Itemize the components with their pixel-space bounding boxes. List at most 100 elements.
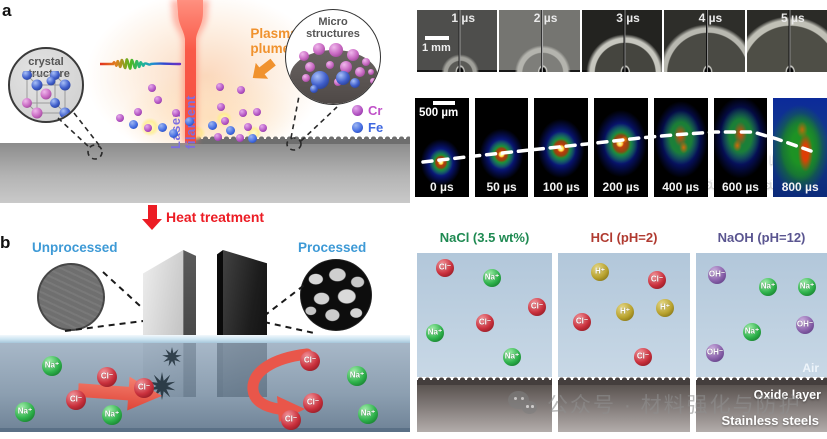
ion-label: H⁺	[595, 266, 605, 276]
heat-arrow-head-icon	[142, 219, 162, 230]
crystal-lattice-icon	[22, 71, 71, 119]
hcl-title: HCl (pH=2)	[590, 230, 658, 245]
legend-item-cr: Cr	[352, 103, 383, 118]
naoh-title: NaOH (pH=12)	[717, 230, 806, 245]
frame-time-label: 5 µs	[781, 11, 805, 25]
oxide-serration	[696, 377, 827, 385]
frame-time-label: 600 µs	[721, 180, 759, 194]
ion-oh: OH⁻	[708, 266, 726, 284]
crystal-label-line1: crystal	[28, 56, 64, 68]
shockwave-frame: 2 µs	[499, 10, 580, 72]
ion-cl: Cl⁻	[648, 271, 666, 289]
watermark: 公众号 · 材料强化与防护	[508, 389, 802, 419]
processed-label: Processed	[298, 240, 367, 255]
ion-label: Na⁺	[744, 326, 760, 336]
unprocessed-label: Unprocessed	[32, 240, 118, 255]
oxide-layer-label: Oxide layer	[753, 388, 821, 402]
frame-time-label: 1 µs	[451, 11, 475, 25]
scale-bar	[433, 101, 455, 105]
stainless-steels-label: Stainless steels	[721, 413, 819, 428]
frame-time-label: 200 µs	[602, 180, 640, 194]
wechat-eye	[514, 397, 517, 400]
corrosion-pit-icon	[162, 347, 182, 367]
frame-time-label: 100 µs	[542, 180, 580, 194]
ion-oh: OH⁻	[796, 316, 814, 334]
ion-label: Na⁺	[760, 281, 776, 291]
ion-h: H⁺	[656, 299, 674, 317]
panel-a-tag: a	[2, 1, 12, 20]
shockwave-frame: 1 µs 1 mm	[417, 10, 498, 72]
plasma-emission-row: 0 µs 500 µm 50 µs 100 µs 200 µs 400 µs 600 µs 8…	[415, 98, 827, 197]
oxide-serration	[417, 377, 552, 385]
frame-time-label: 0 µs	[430, 180, 454, 194]
ion-label: Na⁺	[504, 351, 520, 361]
panel-b-tag: b	[0, 233, 11, 252]
ion-label: OH⁻	[796, 319, 814, 329]
crystal-structure-inset: crystal structure	[8, 47, 84, 123]
frame-time-label: 800 µs	[781, 180, 819, 194]
legend-item-fe: Fe	[352, 120, 383, 135]
ion-cl: Cl⁻	[476, 314, 494, 332]
naoh-solution-area: Air OH⁻ Na⁺ Na⁺ Na⁺ OH⁻ OH⁻	[696, 253, 827, 377]
shockwave-frame: 3 µs	[581, 10, 663, 72]
frame-time-label: 2 µs	[533, 11, 558, 25]
plasma-frame: 0 µs 500 µm	[415, 98, 469, 197]
watermark-text: 公众号 · 材料强化与防护	[547, 394, 802, 417]
hcl-solution-area: H⁺ Cl⁻ Cl⁻ H⁺ H⁺ Cl⁻	[558, 253, 690, 377]
plate-edge	[217, 250, 223, 397]
substrate-panel-a	[0, 143, 410, 203]
dashed-connectors-b	[64, 271, 315, 334]
oxide-serration	[558, 377, 690, 385]
steel-substrate	[558, 385, 690, 432]
ion-label: Cl⁻	[650, 274, 664, 284]
ion-na: Na⁺	[798, 278, 816, 296]
plasma-frame: 600 µs	[713, 98, 768, 197]
nanoparticles-icon	[299, 43, 376, 93]
plasma-frame: 50 µs	[474, 98, 529, 197]
ion-na: Na⁺	[503, 348, 521, 366]
oxide-serration-panel-a	[188, 136, 410, 144]
ion-na: Na⁺	[743, 323, 761, 341]
ion-label: Cl⁻	[530, 301, 544, 311]
water-floor	[0, 428, 410, 432]
wechat-eye	[521, 397, 524, 400]
laser-pulse-wave-icon	[100, 58, 182, 70]
ion-label: H⁺	[620, 306, 630, 316]
ion-label: H⁺	[660, 302, 670, 312]
ion-label: Cl⁻	[575, 316, 589, 326]
corrosion-pits-layer	[148, 347, 182, 400]
ion-cl: Cl⁻	[436, 259, 454, 277]
micro-label-line1: Micro	[318, 16, 348, 28]
fe-label: Fe	[368, 120, 384, 135]
steel-substrate: Oxide layer Stainless steels	[696, 385, 827, 432]
ion-label: Na⁺	[799, 281, 815, 291]
ion-label: OH⁻	[706, 347, 724, 357]
shockwave-row: 1 µs 1 mm 2 µs 3 µs 4 µs 5 µs	[417, 10, 827, 72]
chloride-repelled-arrow-icon	[247, 348, 313, 422]
fe-sphere-icon	[352, 122, 363, 133]
ion-na: Na⁺	[483, 269, 501, 287]
ion-label: Cl⁻	[636, 351, 650, 361]
micro-label-line2: structures	[306, 28, 360, 41]
particle-legend: Cr Fe	[352, 103, 383, 135]
micro-structures-inset: Micro structures	[285, 9, 381, 105]
plasma-frame: 800 µs	[773, 98, 827, 197]
unprocessed-sem-inset	[37, 263, 105, 331]
wechat-bubble-small	[522, 401, 537, 414]
plasma-plumes-line1: Plasma	[250, 26, 298, 41]
air-label: Air	[802, 361, 819, 375]
nacl-solution-area: Cl⁻ Na⁺ Cl⁻ Cl⁻ Na⁺ Na⁺	[417, 253, 552, 377]
ion-label: Na⁺	[484, 272, 500, 282]
ion-label: Cl⁻	[438, 262, 452, 272]
ion-cl: Cl⁻	[528, 298, 546, 316]
micro-structures-label: Micro structures	[286, 16, 380, 40]
scale-bar	[425, 36, 449, 40]
corrosion-pit-icon	[148, 372, 176, 400]
hcl-panel: H⁺ Cl⁻ Cl⁻ H⁺ H⁺ Cl⁻	[558, 253, 690, 432]
wechat-icon	[508, 391, 539, 417]
ion-label: Cl⁻	[478, 317, 492, 327]
water-body	[0, 343, 410, 428]
cr-label: Cr	[368, 103, 383, 118]
frame-time-label: 50 µs	[486, 180, 517, 194]
